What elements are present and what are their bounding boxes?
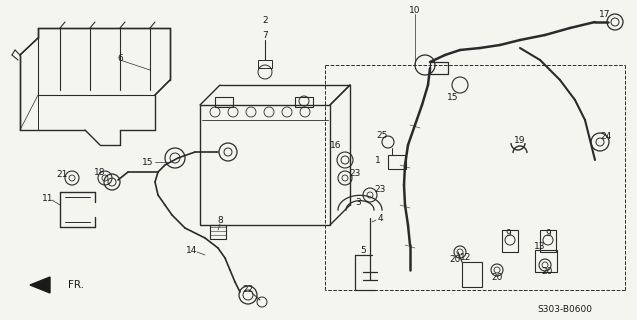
Text: 6: 6: [117, 53, 123, 62]
Text: 18: 18: [94, 167, 106, 177]
Text: 22: 22: [242, 285, 254, 294]
Bar: [540, 230, 556, 252]
Text: 9: 9: [505, 228, 511, 237]
Text: 7: 7: [262, 30, 268, 39]
Bar: [462, 262, 482, 287]
Text: 25: 25: [376, 131, 388, 140]
Text: 5: 5: [360, 245, 366, 254]
Bar: [258, 60, 272, 68]
Text: S303-B0600: S303-B0600: [538, 306, 592, 315]
Text: 14: 14: [186, 245, 197, 254]
Text: 11: 11: [42, 194, 54, 203]
Text: 15: 15: [447, 92, 459, 101]
Bar: [200, 105, 330, 225]
Bar: [210, 225, 226, 239]
Text: 19: 19: [514, 135, 526, 145]
Bar: [215, 97, 233, 107]
Bar: [430, 62, 448, 74]
Text: 1: 1: [375, 156, 381, 164]
Text: 23: 23: [375, 185, 385, 194]
Text: 13: 13: [534, 242, 546, 251]
Text: 8: 8: [217, 215, 223, 225]
Text: FR.: FR.: [68, 280, 84, 290]
Bar: [535, 250, 557, 272]
Text: 12: 12: [461, 253, 471, 262]
Text: 17: 17: [599, 10, 611, 19]
Text: 23: 23: [349, 169, 361, 178]
Text: 4: 4: [377, 213, 383, 222]
Text: 20: 20: [449, 255, 461, 265]
Text: 10: 10: [409, 5, 421, 14]
Bar: [388, 155, 406, 169]
Text: 2: 2: [262, 15, 268, 25]
Text: 20: 20: [541, 268, 553, 276]
Text: 9: 9: [545, 228, 551, 237]
Text: 15: 15: [142, 157, 154, 166]
Bar: [502, 230, 518, 252]
Text: 16: 16: [330, 140, 341, 149]
Text: 3: 3: [355, 197, 361, 206]
Text: 21: 21: [56, 170, 68, 179]
Polygon shape: [30, 277, 50, 293]
Text: 24: 24: [601, 132, 612, 140]
Text: 20: 20: [491, 274, 503, 283]
Bar: [295, 97, 313, 107]
